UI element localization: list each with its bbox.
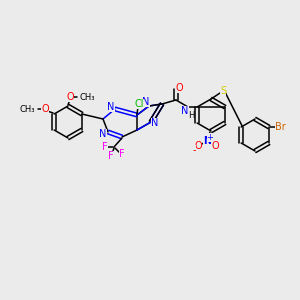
Text: N: N xyxy=(99,129,107,139)
Text: Br: Br xyxy=(275,122,286,132)
Text: F: F xyxy=(119,149,125,159)
Text: N: N xyxy=(151,118,159,128)
Text: O: O xyxy=(66,92,74,102)
Text: N: N xyxy=(203,136,211,146)
Text: O: O xyxy=(175,83,183,93)
Text: F: F xyxy=(102,142,108,152)
Text: H: H xyxy=(188,112,194,121)
Text: N: N xyxy=(181,106,189,116)
Text: O: O xyxy=(41,104,49,114)
Text: CH₃: CH₃ xyxy=(20,104,35,113)
Text: CH₃: CH₃ xyxy=(80,92,95,101)
Text: O: O xyxy=(211,141,219,151)
Text: S: S xyxy=(220,86,226,96)
Text: +: + xyxy=(207,133,213,142)
Text: -: - xyxy=(192,145,196,155)
Text: F: F xyxy=(108,151,114,161)
Text: N: N xyxy=(107,102,115,112)
Text: Cl: Cl xyxy=(134,99,144,109)
Text: N: N xyxy=(142,97,150,107)
Text: O: O xyxy=(194,141,202,151)
